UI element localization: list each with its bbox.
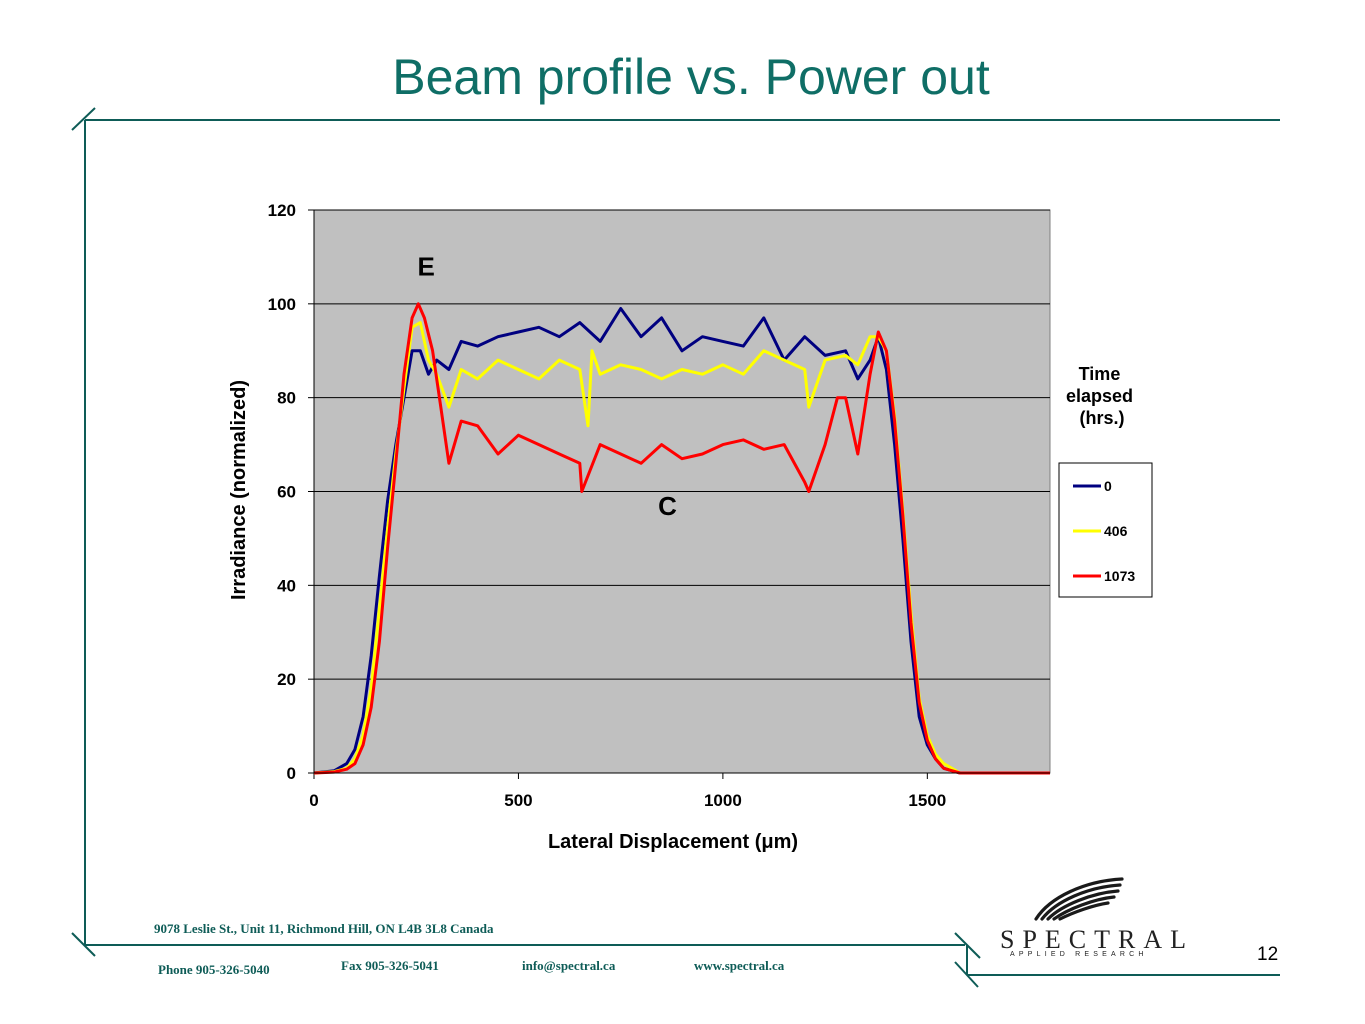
spectral-logo-swirl-icon <box>1034 877 1124 921</box>
y-tick-label: 80 <box>277 389 296 408</box>
logo-name: SPECTRAL <box>1000 925 1195 954</box>
annotation-E: E <box>418 252 435 282</box>
grid-lines <box>314 209 1050 680</box>
logo-tagline: APPLIED RESEARCH <box>1010 951 1148 958</box>
x-tick-label: 1500 <box>908 791 946 810</box>
legend-label-406: 406 <box>1104 523 1128 539</box>
annotation-C: C <box>658 491 677 521</box>
legend-label-0: 0 <box>1104 478 1112 494</box>
y-axis-ticks: 0 20 40 60 80 100 120 <box>268 201 314 783</box>
x-axis-label: Lateral Displacement (μm) <box>548 831 798 853</box>
x-tick-label: 1000 <box>704 791 742 810</box>
x-tick-label: 0 <box>309 791 318 810</box>
legend-label-1073: 1073 <box>1104 568 1135 584</box>
y-axis-label: Irradiance (normalized) <box>228 380 250 600</box>
legend-title: Time elapsed (hrs.) <box>1066 364 1138 428</box>
footer-website[interactable]: www.spectral.ca <box>694 958 785 973</box>
legend-title-line-3: (hrs.) <box>1080 408 1125 428</box>
page-number: 12 <box>1257 944 1279 965</box>
legend-title-line-1: Time <box>1079 364 1121 384</box>
chart-annotations: EC <box>418 252 678 521</box>
footer-fax: Fax 905-326-5041 <box>341 958 439 973</box>
y-tick-label: 0 <box>287 764 296 783</box>
footer-email[interactable]: info@spectral.ca <box>522 958 616 973</box>
footer-phone: Phone 905-326-5040 <box>158 962 270 977</box>
series-line-1073 <box>313 302 1050 775</box>
y-tick-label: 120 <box>268 201 296 220</box>
y-tick-label: 20 <box>277 670 296 689</box>
x-axis-ticks: 0 500 1000 1500 <box>309 773 946 810</box>
legend-entries: 0 406 1073 <box>1073 478 1135 584</box>
slide-title: Beam profile vs. Power out <box>392 49 990 105</box>
series-lines <box>313 302 1050 775</box>
footer-address: 9078 Leslie St., Unit 11, Richmond Hill,… <box>154 921 494 936</box>
y-tick-label: 60 <box>277 483 296 502</box>
y-tick-label: 100 <box>268 295 296 314</box>
x-tick-label: 500 <box>504 791 532 810</box>
y-tick-label: 40 <box>277 576 296 595</box>
legend-title-line-2: elapsed <box>1066 386 1133 406</box>
